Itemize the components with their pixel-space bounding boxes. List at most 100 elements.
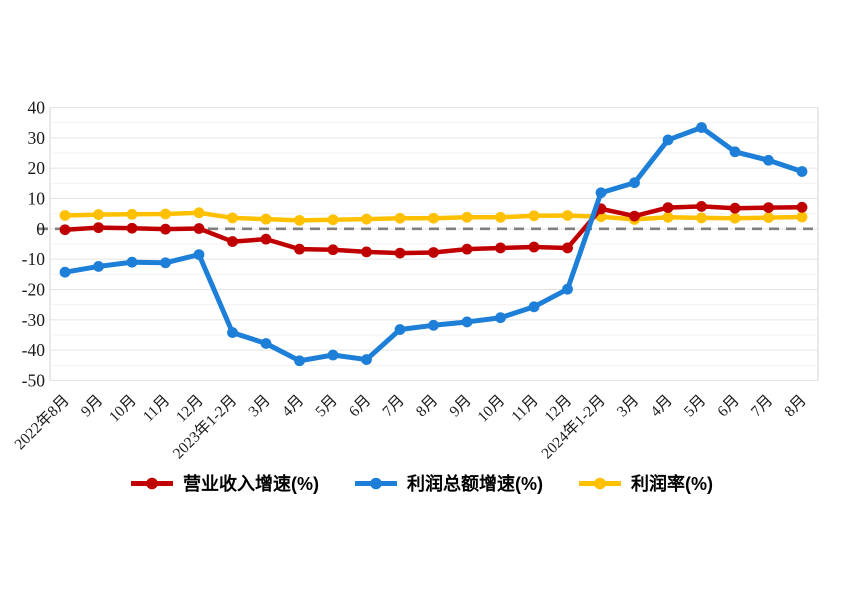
data-point [662, 211, 674, 223]
data-point [227, 212, 238, 224]
x-tick-label: 11月 [140, 392, 174, 426]
data-point [361, 246, 372, 258]
data-point [528, 210, 540, 222]
data-point [729, 146, 741, 158]
data-point [528, 301, 540, 313]
data-point [495, 211, 506, 223]
x-tick-label: 7月 [379, 392, 407, 420]
data-point [227, 236, 238, 247]
data-point [495, 242, 506, 254]
x-tick-label: 10月 [474, 392, 508, 426]
y-tick-label: -50 [22, 371, 46, 391]
data-point [59, 224, 71, 236]
y-tick-label: -30 [22, 310, 46, 330]
data-point [126, 222, 138, 234]
data-point [662, 202, 674, 214]
data-point [93, 261, 104, 272]
data-point [495, 312, 506, 324]
data-point [160, 223, 171, 235]
data-point [227, 327, 238, 338]
data-point [796, 201, 808, 213]
data-point [629, 177, 640, 189]
x-tick-label: 7月 [748, 392, 776, 420]
data-point [294, 355, 305, 367]
y-tick-label: 40 [28, 98, 46, 118]
data-point [629, 210, 640, 222]
legend-label-revenue-growth: 营业收入增速(%) [183, 474, 319, 494]
data-point [763, 202, 774, 214]
x-tick-label: 8月 [413, 392, 441, 420]
x-tick-label: 2022年8月 [11, 391, 73, 453]
y-tick-label: 20 [28, 158, 46, 178]
x-tick-label: 6月 [714, 392, 742, 420]
data-point [93, 222, 104, 234]
data-point [327, 244, 339, 256]
data-point [361, 213, 372, 225]
data-point [327, 349, 339, 361]
data-point [59, 210, 71, 221]
x-tick-label: 3月 [245, 392, 273, 420]
data-point [260, 213, 272, 225]
data-point [394, 247, 406, 259]
legend-item-profit-growth: 利润总额增速(%) [353, 470, 543, 496]
data-point [562, 210, 573, 221]
y-tick-label: -10 [22, 249, 46, 269]
red-line-marker-icon [131, 477, 173, 489]
y-tick-label: -40 [22, 340, 46, 360]
data-point [562, 242, 573, 254]
data-point [763, 212, 774, 224]
data-point [93, 209, 104, 220]
legend-item-revenue-growth: 营业收入增速(%) [129, 470, 319, 496]
x-tick-label: 8月 [781, 392, 809, 420]
data-point [193, 223, 205, 234]
data-point [461, 316, 473, 328]
y-tick-label: -20 [22, 280, 46, 300]
data-point [696, 212, 707, 224]
data-point [428, 212, 439, 224]
data-point [193, 249, 205, 261]
data-point [662, 134, 674, 146]
x-tick-label: 11月 [508, 392, 542, 426]
data-point [696, 200, 707, 212]
chart-legend: 营业收入增速(%) 利润总额增速(%) 利润率(%) [0, 470, 842, 496]
data-point [729, 212, 741, 224]
y-tick-label: 10 [28, 189, 46, 209]
data-point [729, 202, 741, 214]
data-point [294, 243, 305, 255]
data-point [59, 266, 71, 278]
x-tick-label: 10月 [106, 392, 140, 426]
x-tick-label: 9月 [446, 392, 474, 420]
data-point [461, 211, 473, 223]
data-point [193, 207, 205, 219]
y-tick-label: 30 [28, 128, 46, 148]
x-tick-label: 6月 [346, 392, 374, 420]
y-tick-label: 0 [36, 219, 45, 239]
blue-line-marker-icon [355, 477, 397, 489]
data-point [260, 233, 272, 245]
data-point [160, 208, 171, 220]
data-point [126, 208, 138, 220]
legend-label-profit-growth: 利润总额增速(%) [407, 474, 543, 494]
x-tick-label: 5月 [312, 392, 340, 420]
data-point [126, 256, 138, 268]
data-point [428, 247, 439, 258]
data-point [461, 243, 473, 255]
data-point [428, 319, 439, 331]
data-point [327, 214, 339, 226]
x-tick-label: 9月 [78, 392, 106, 420]
data-point [796, 166, 808, 177]
legend-item-profit-margin: 利润率(%) [577, 470, 713, 496]
data-point [696, 122, 707, 133]
data-point [294, 214, 305, 226]
x-tick-label: 3月 [614, 392, 642, 420]
data-point [394, 324, 406, 335]
data-point [260, 338, 272, 349]
data-point [528, 241, 540, 253]
data-point [595, 187, 607, 199]
x-tick-label: 4月 [279, 392, 307, 420]
yellow-line-marker-icon [579, 477, 621, 489]
data-point [796, 211, 808, 223]
data-point [562, 283, 573, 295]
